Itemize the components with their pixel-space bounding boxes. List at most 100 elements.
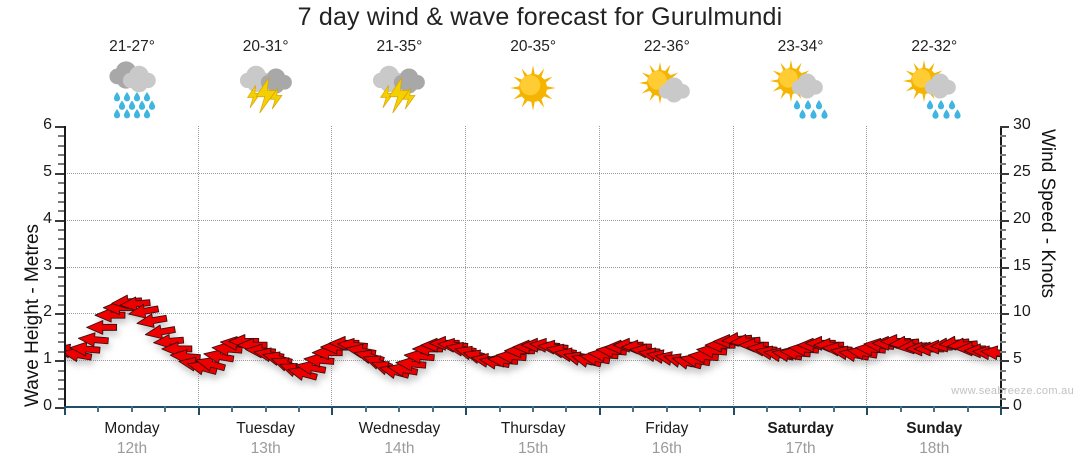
axis-tick [55, 126, 64, 128]
day-header-monday: 21-27° [64, 38, 200, 121]
axis-tick [1000, 360, 1009, 363]
axis-tick [1000, 219, 1009, 222]
axis-tick [58, 332, 64, 335]
axis-x-tick [398, 406, 401, 412]
axis-tick [55, 313, 64, 316]
axis-x-tick [465, 406, 468, 415]
day-label-saturday: Saturday 17th [733, 419, 869, 459]
day-date: 17th [785, 440, 816, 457]
temperature-range: 23-34° [777, 38, 824, 55]
axis-tick [1000, 285, 1006, 288]
axis-x-tick [532, 406, 534, 412]
temperature-range: 21-35° [376, 38, 423, 55]
axis-tick [1000, 182, 1006, 185]
day-date: 12th [116, 440, 148, 457]
day-label-thursday: Thursday 15th [465, 419, 601, 459]
day-name: Saturday [767, 420, 834, 437]
axis-tick [1000, 154, 1006, 157]
day-date: 15th [518, 440, 549, 457]
axis-tick [55, 266, 64, 269]
axis-tick [1000, 378, 1006, 381]
axis-x-tick [197, 406, 200, 415]
wind-barb-series [64, 294, 1000, 381]
sun-cloud-rain-icon [733, 59, 869, 121]
day-header-wednesday: 21-35° [331, 38, 467, 121]
axis-tick [58, 144, 64, 147]
axis-tick [58, 369, 64, 372]
temperature-range: 22-32° [911, 38, 958, 55]
axis-tick [58, 285, 64, 288]
axis-x-tick [933, 406, 936, 412]
temperature-range: 22-36° [643, 38, 690, 55]
axis-tick-label: 5 [43, 162, 52, 180]
axis-tick [58, 154, 64, 157]
axis-x-tick [665, 406, 668, 412]
axis-tick-label: 2 [43, 303, 52, 321]
axis-tick [1000, 229, 1006, 232]
axis-tick [58, 388, 64, 391]
axis-tick-label: 10 [1013, 303, 1031, 321]
day-date: 18th [919, 440, 950, 457]
axis-title-right: Wind Speed - Knots [1037, 129, 1058, 298]
axis-tick [58, 257, 64, 260]
temperature-range: 20-31° [242, 38, 289, 55]
day-label-wednesday: Wednesday 14th [331, 419, 467, 459]
sun-cloud-rain-icon [866, 59, 1002, 121]
axis-tick [55, 360, 64, 363]
day-name: Tuesday [236, 420, 296, 437]
axis-tick [55, 172, 64, 175]
axis-x-tick [966, 406, 969, 412]
axis-x-tick [364, 406, 367, 412]
plot-area [64, 126, 1000, 407]
axis-x-tick [264, 406, 267, 412]
sun-cloud-icon [599, 59, 735, 121]
axis-tick [1000, 266, 1009, 269]
axis-tick [58, 200, 64, 203]
axis-tick [1000, 247, 1006, 250]
day-date: 16th [651, 440, 682, 457]
axis-tick [1000, 407, 1009, 409]
day-date: 13th [250, 440, 281, 457]
axis-x-tick [699, 406, 702, 412]
axis-tick [58, 163, 64, 166]
axis-x-tick [899, 406, 902, 412]
axis-tick [1000, 397, 1006, 400]
axis-tick [58, 275, 64, 278]
axis-x-tick [298, 406, 300, 412]
axis-tick [1000, 332, 1006, 335]
axis-tick [55, 407, 64, 409]
day-name: Friday [645, 420, 689, 437]
axis-tick [58, 210, 64, 213]
axis-tick-label: 0 [1013, 397, 1022, 414]
axis-tick [1000, 172, 1009, 175]
day-name: Thursday [500, 420, 566, 437]
axis-tick-label: 4 [43, 209, 52, 227]
watermark: www.seabreeze.com.au [951, 385, 1074, 397]
rain-icon [64, 59, 200, 121]
axis-x-tick [766, 406, 768, 412]
axis-tick [1000, 322, 1006, 325]
day-label-sunday: Sunday 18th [866, 419, 1002, 459]
axis-tick-label: 20 [1013, 209, 1031, 227]
axis-tick [58, 294, 64, 297]
axis-tick-label: 25 [1013, 162, 1031, 180]
axis-tick [1000, 191, 1006, 194]
axis-x-tick [598, 406, 601, 415]
axis-tick [58, 378, 64, 381]
axis-x-tick [164, 406, 167, 412]
axis-x-tick [866, 406, 869, 415]
axis-tick [1000, 294, 1006, 297]
axis-tick-label: 1 [43, 350, 52, 368]
axis-tick-label: 30 [1013, 116, 1031, 133]
axis-tick [1000, 200, 1006, 203]
axis-x-tick [130, 406, 133, 412]
axis-tick [58, 135, 64, 138]
axis-tick [58, 397, 64, 400]
thunderstorm-icon [198, 59, 334, 121]
axis-x-tick [431, 406, 434, 412]
thunderstorm-icon [331, 59, 467, 121]
axis-tick [1000, 303, 1006, 306]
axis-title-left: Wave Height - Metres [22, 223, 43, 407]
axis-x-tick [231, 406, 234, 412]
